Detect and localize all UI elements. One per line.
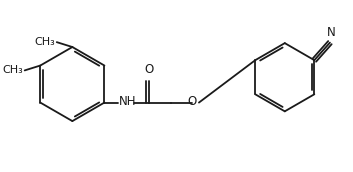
Text: O: O bbox=[145, 63, 154, 76]
Text: O: O bbox=[187, 95, 197, 108]
Text: CH₃: CH₃ bbox=[34, 37, 55, 47]
Text: CH₃: CH₃ bbox=[2, 65, 23, 75]
Text: NH: NH bbox=[119, 95, 137, 108]
Text: N: N bbox=[327, 26, 335, 39]
